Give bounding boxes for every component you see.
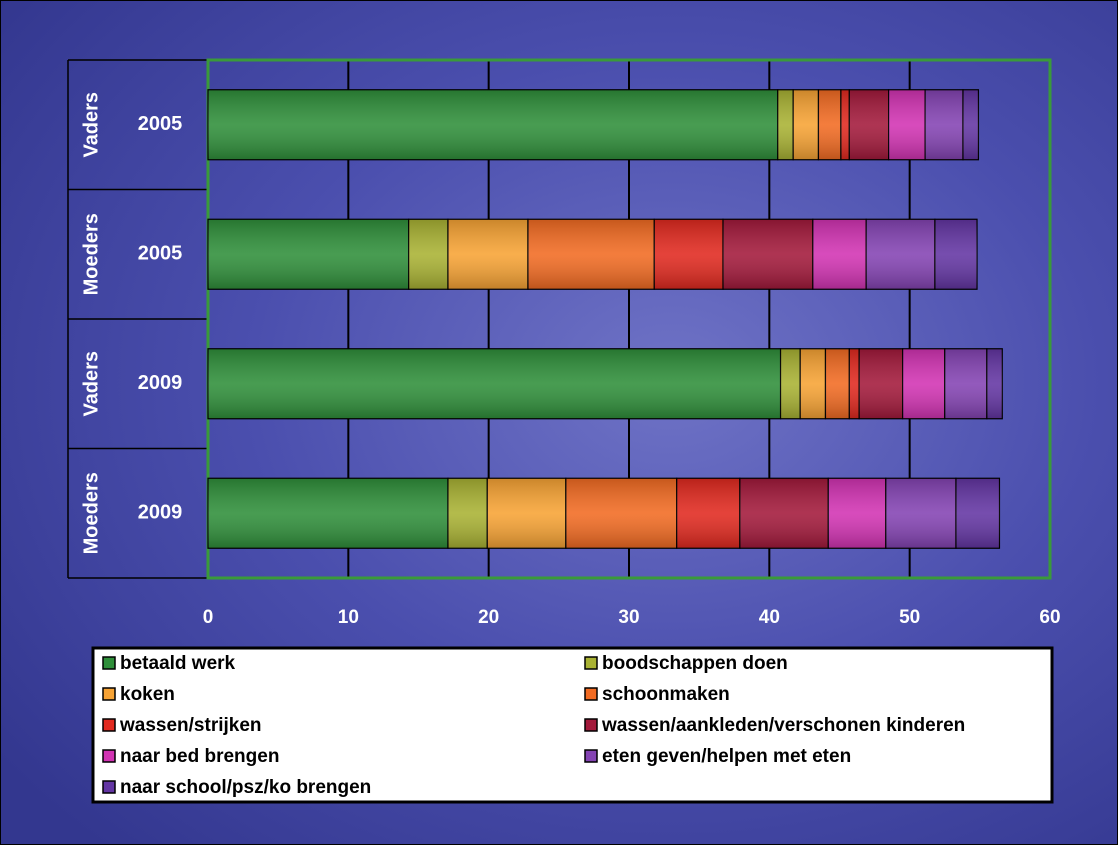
legend-marker <box>584 749 598 763</box>
group-label: Vaders <box>80 351 102 417</box>
x-tick-label: 40 <box>759 607 780 628</box>
bar-segment <box>792 89 820 161</box>
legend-box <box>91 646 1054 804</box>
legend-marker <box>102 656 116 670</box>
legend-label: boodschappen doen <box>602 653 788 674</box>
bar-segment <box>840 89 850 161</box>
bar-segment <box>739 477 829 549</box>
legend-marker <box>102 780 116 794</box>
legend-marker <box>584 718 598 732</box>
bar-segment <box>902 348 946 420</box>
plot-border <box>206 58 1052 580</box>
legend-marker <box>102 687 116 701</box>
bar-segment <box>799 348 827 420</box>
bar-segment <box>207 218 410 290</box>
bar-segment <box>207 89 779 161</box>
bar-segment <box>848 348 860 420</box>
group-label: Moeders <box>80 472 102 554</box>
bar-segment <box>885 477 957 549</box>
legend-label: eten geven/helpen met eten <box>602 746 851 767</box>
bar-segment <box>676 477 741 549</box>
bar-segment <box>653 218 724 290</box>
x-tick-label: 60 <box>1039 607 1060 628</box>
legend-label: naar bed brengen <box>120 746 279 767</box>
bar-segment <box>865 218 936 290</box>
legend-label: schoonmaken <box>602 684 730 705</box>
x-tick-label: 50 <box>899 607 920 628</box>
x-tick-label: 0 <box>203 607 214 628</box>
bar-segment <box>779 348 801 420</box>
bar-segment <box>824 348 850 420</box>
bar-segment <box>817 89 842 161</box>
bar-segment <box>207 477 449 549</box>
legend-label: naar school/psz/ko brengen <box>120 777 371 798</box>
bar-segment <box>827 477 887 549</box>
x-tick-label: 30 <box>618 607 639 628</box>
legend-label: wassen/aankleden/verschonen kinderen <box>601 715 965 736</box>
category-label: 2005 <box>138 113 183 135</box>
bar-segment <box>447 477 488 549</box>
x-tick-label: 20 <box>478 607 499 628</box>
bar-segment <box>986 348 1003 420</box>
legend-marker <box>584 656 598 670</box>
bar-segment <box>527 218 655 290</box>
bar-segment <box>955 477 1001 549</box>
legend-marker <box>584 687 598 701</box>
bar-segment <box>408 218 449 290</box>
category-label: 2009 <box>138 502 183 524</box>
bar-segment <box>848 89 890 161</box>
legend-label: wassen/strijken <box>119 715 262 736</box>
bar-segment <box>858 348 904 420</box>
bar-segment <box>812 218 867 290</box>
legend-label: betaald werk <box>120 653 236 674</box>
bar-segment <box>565 477 678 549</box>
bar-segment <box>722 218 814 290</box>
legend-marker <box>102 718 116 732</box>
category-label: 2009 <box>138 372 183 394</box>
legend-label: koken <box>120 684 175 705</box>
category-label: 2005 <box>138 243 183 265</box>
bar-segment <box>962 89 980 161</box>
legend-marker <box>102 749 116 763</box>
bar-segment <box>207 348 782 420</box>
x-tick-label: 10 <box>338 607 359 628</box>
bar-segment <box>447 218 529 290</box>
bar-segment <box>486 477 567 549</box>
bar-segment <box>777 89 794 161</box>
group-label: Vaders <box>80 92 102 158</box>
bar-segment <box>924 89 964 161</box>
bar-segment <box>944 348 988 420</box>
group-label: Moeders <box>80 213 102 295</box>
bar-segment <box>934 218 978 290</box>
bar-segment <box>888 89 926 161</box>
